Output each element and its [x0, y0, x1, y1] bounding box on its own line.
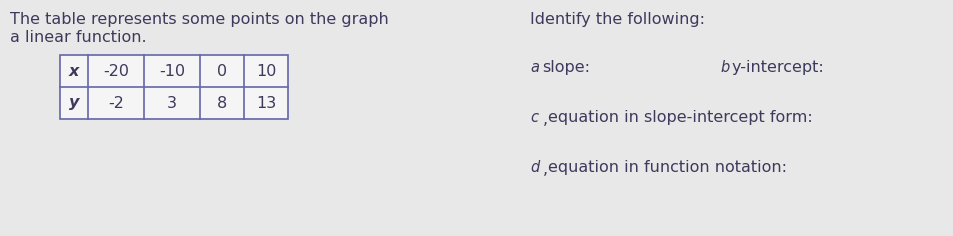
Text: equation in slope-intercept form:: equation in slope-intercept form: — [547, 110, 812, 125]
Text: x: x — [69, 63, 79, 79]
Text: ,: , — [542, 112, 548, 127]
Text: 3: 3 — [167, 96, 177, 110]
Text: y-intercept:: y-intercept: — [731, 60, 824, 75]
Text: slope:: slope: — [541, 60, 589, 75]
Text: y: y — [69, 96, 79, 110]
Text: 0: 0 — [216, 63, 227, 79]
Text: Identify the following:: Identify the following: — [530, 12, 704, 27]
Text: -10: -10 — [159, 63, 185, 79]
Text: d: d — [530, 160, 538, 175]
Text: a linear function.: a linear function. — [10, 30, 147, 45]
Text: 10: 10 — [255, 63, 276, 79]
Text: The table represents some points on the graph: The table represents some points on the … — [10, 12, 388, 27]
Text: c: c — [530, 110, 537, 125]
Text: equation in function notation:: equation in function notation: — [547, 160, 786, 175]
Text: a: a — [530, 60, 538, 75]
Text: -20: -20 — [103, 63, 129, 79]
Text: ,: , — [542, 162, 548, 177]
Bar — [60, 55, 288, 119]
Text: b: b — [720, 60, 728, 75]
Text: 13: 13 — [255, 96, 275, 110]
Text: -2: -2 — [108, 96, 124, 110]
Text: 8: 8 — [216, 96, 227, 110]
